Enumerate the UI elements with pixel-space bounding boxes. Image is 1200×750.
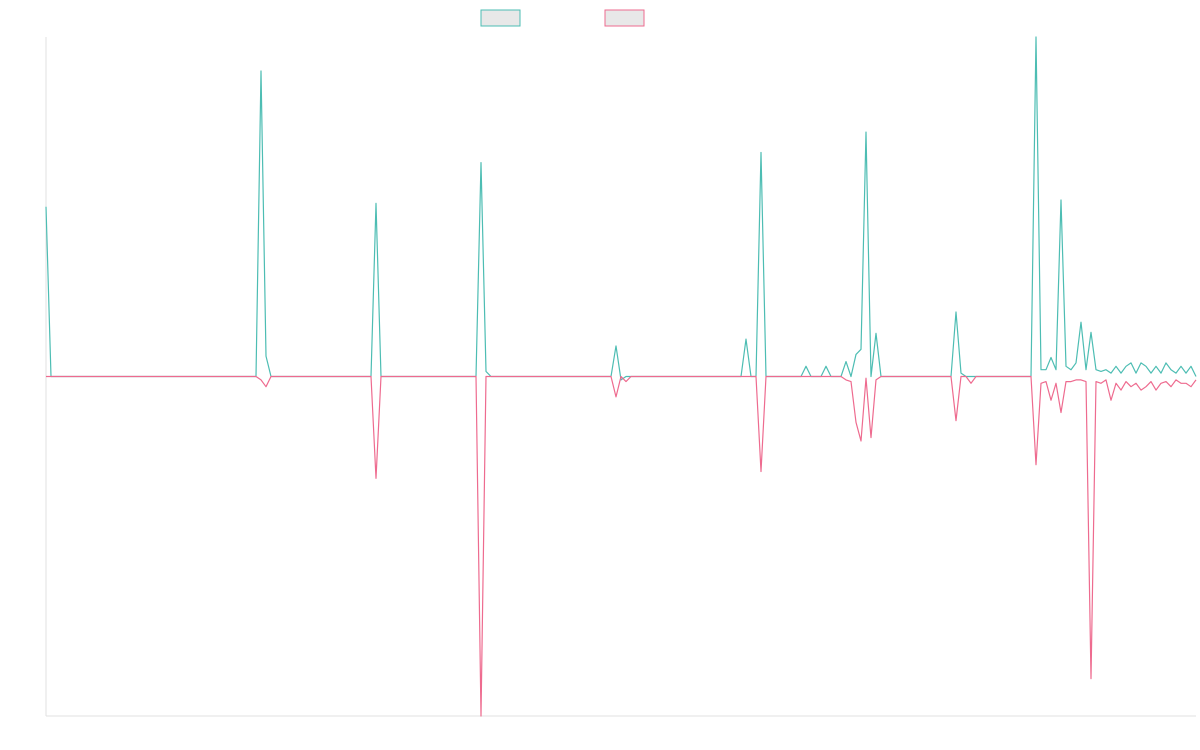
series-line <box>45 36 1197 381</box>
legend-swatch <box>604 9 645 27</box>
series-line <box>46 375 1197 717</box>
legend-swatch <box>480 9 521 27</box>
